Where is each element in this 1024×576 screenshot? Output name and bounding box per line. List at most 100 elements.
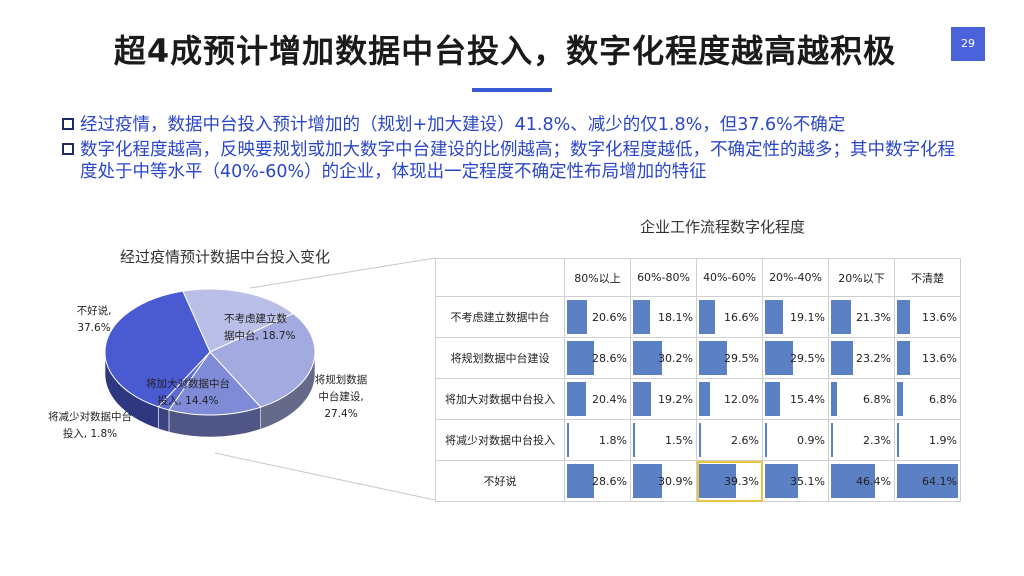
cell-value: 16.6% [724, 310, 759, 324]
row-label: 将规划数据中台建设 [435, 337, 565, 379]
table-header-row: 80%以上 60%-80% 40%-60% 20%-40% 20%以下 不清楚 [435, 258, 961, 297]
table-cell: 19.1% [762, 296, 829, 338]
cell-data-bar [567, 300, 587, 334]
table-cell: 30.2% [630, 337, 697, 379]
cell-data-bar [633, 300, 651, 334]
title-underline [472, 88, 552, 92]
table-row: 将加大对数据中台投入 20.4% 19.2% 12.0% 15.4% 6.8% 6.8% [435, 378, 961, 420]
cell-data-bar [831, 464, 876, 498]
table-cell: 28.6% [564, 337, 631, 379]
cell-value: 12.0% [724, 392, 759, 406]
table-row: 将规划数据中台建设 28.6% 30.2% 29.5% 29.5% 23.2% 13.6% [435, 337, 961, 379]
cell-data-bar [699, 300, 715, 334]
cell-value: 21.3% [856, 310, 891, 324]
table-cell: 12.0% [696, 378, 763, 420]
page-title: 超4成预计增加数据中台投入，数字化程度越高越积极 [113, 32, 897, 70]
cell-value: 19.1% [790, 310, 825, 324]
cell-value: 39.3% [724, 474, 759, 488]
table-cell: 39.3% [696, 460, 763, 502]
cell-data-bar [765, 341, 794, 375]
table-row: 不好说 28.6% 30.9% 39.3% 35.1% 46.4% 64.1% [435, 460, 961, 502]
cell-data-bar [765, 300, 784, 334]
bullet-item: 经过疫情，数据中台投入预计增加的（规划+加大建设）41.8%、减少的仅1.8%，… [62, 114, 962, 136]
cell-value: 29.5% [724, 351, 759, 365]
connector-line [214, 452, 436, 501]
column-header: 20%以下 [828, 258, 895, 297]
table-cell: 6.8% [894, 378, 961, 420]
table-cell: 0.9% [762, 419, 829, 461]
page-number: 29 [951, 27, 985, 61]
cell-value: 13.6% [922, 351, 957, 365]
table-cell: 15.4% [762, 378, 829, 420]
pie-slice-label: 将加大对数据中台投入, 14.4% [146, 377, 230, 407]
table-cell: 20.4% [564, 378, 631, 420]
cell-value: 1.8% [599, 433, 627, 447]
table-cell: 6.8% [828, 378, 895, 420]
table-cell: 30.9% [630, 460, 697, 502]
cell-data-bar [699, 423, 702, 457]
table-cell: 18.1% [630, 296, 697, 338]
table-cell: 13.6% [894, 296, 961, 338]
cell-value: 2.3% [863, 433, 891, 447]
column-header: 40%-60% [696, 258, 763, 297]
cell-value: 20.6% [592, 310, 627, 324]
cell-data-bar [897, 423, 899, 457]
bullet-list: 经过疫情，数据中台投入预计增加的（规划+加大建设）41.8%、减少的仅1.8%，… [62, 114, 962, 186]
cell-value: 64.1% [922, 474, 957, 488]
cell-data-bar [699, 382, 711, 416]
table-cell: 28.6% [564, 460, 631, 502]
cell-data-bar [567, 464, 595, 498]
column-header: 80%以上 [564, 258, 631, 297]
table-cell: 1.5% [630, 419, 697, 461]
cell-value: 30.2% [658, 351, 693, 365]
table-cell: 2.6% [696, 419, 763, 461]
cell-value: 13.6% [922, 310, 957, 324]
row-label: 不考虑建立数据中台 [435, 296, 565, 338]
row-label: 将减少对数据中台投入 [435, 419, 565, 461]
cell-value: 2.6% [731, 433, 759, 447]
pie-slice-side [157, 406, 170, 433]
bullet-item: 数字化程度越高，反映要规划或加大数字中台建设的比例越高；数字化程度越低，不确定性… [62, 139, 962, 183]
table-cell: 29.5% [696, 337, 763, 379]
table-cell: 46.4% [828, 460, 895, 502]
cell-value: 20.4% [592, 392, 627, 406]
cell-value: 15.4% [790, 392, 825, 406]
cell-data-bar [831, 341, 854, 375]
pie-slice [168, 351, 262, 416]
checkbox-bullet-icon [62, 118, 74, 130]
cell-data-bar [633, 341, 662, 375]
data-table: 80%以上 60%-80% 40%-60% 20%-40% 20%以下 不清楚 … [435, 258, 961, 502]
table-cell: 1.9% [894, 419, 961, 461]
pie-slice [104, 290, 211, 408]
bullet-text: 数字化程度越高，反映要规划或加大数字中台建设的比例越高；数字化程度越低，不确定性… [80, 140, 955, 182]
cell-data-bar [897, 382, 904, 416]
table-cell: 29.5% [762, 337, 829, 379]
table-title: 企业工作流程数字化程度 [640, 218, 806, 236]
pie-slice-label: 不好说, 37.6% [77, 304, 112, 334]
pie-slice [182, 288, 295, 353]
cell-value: 46.4% [856, 474, 891, 488]
cell-data-bar [897, 341, 910, 375]
connector-line [249, 257, 436, 289]
table-row: 将减少对数据中台投入 1.8% 1.5% 2.6% 0.9% 2.3% 1.9% [435, 419, 961, 461]
table-cell: 2.3% [828, 419, 895, 461]
cell-data-bar [765, 464, 799, 498]
table-corner [435, 258, 565, 297]
column-header: 20%-40% [762, 258, 829, 297]
cell-data-bar [765, 382, 780, 416]
cell-value: 28.6% [592, 474, 627, 488]
pie-slice-label: 不考虑建立数据中台, 18.7% [224, 312, 296, 342]
cell-data-bar [633, 382, 652, 416]
cell-value: 6.8% [929, 392, 957, 406]
cell-data-bar [633, 464, 663, 498]
cell-data-bar [831, 382, 838, 416]
cell-value: 1.9% [929, 433, 957, 447]
table-cell: 19.2% [630, 378, 697, 420]
pie-slice-label: 将规划数据中台建设, 27.4% [315, 373, 368, 420]
cell-data-bar [699, 341, 728, 375]
checkbox-bullet-icon [62, 143, 74, 155]
table-row: 不考虑建立数据中台 20.6% 18.1% 16.6% 19.1% 21.3% 13.6% [435, 296, 961, 338]
cell-data-bar [633, 423, 635, 457]
cell-value: 18.1% [658, 310, 693, 324]
